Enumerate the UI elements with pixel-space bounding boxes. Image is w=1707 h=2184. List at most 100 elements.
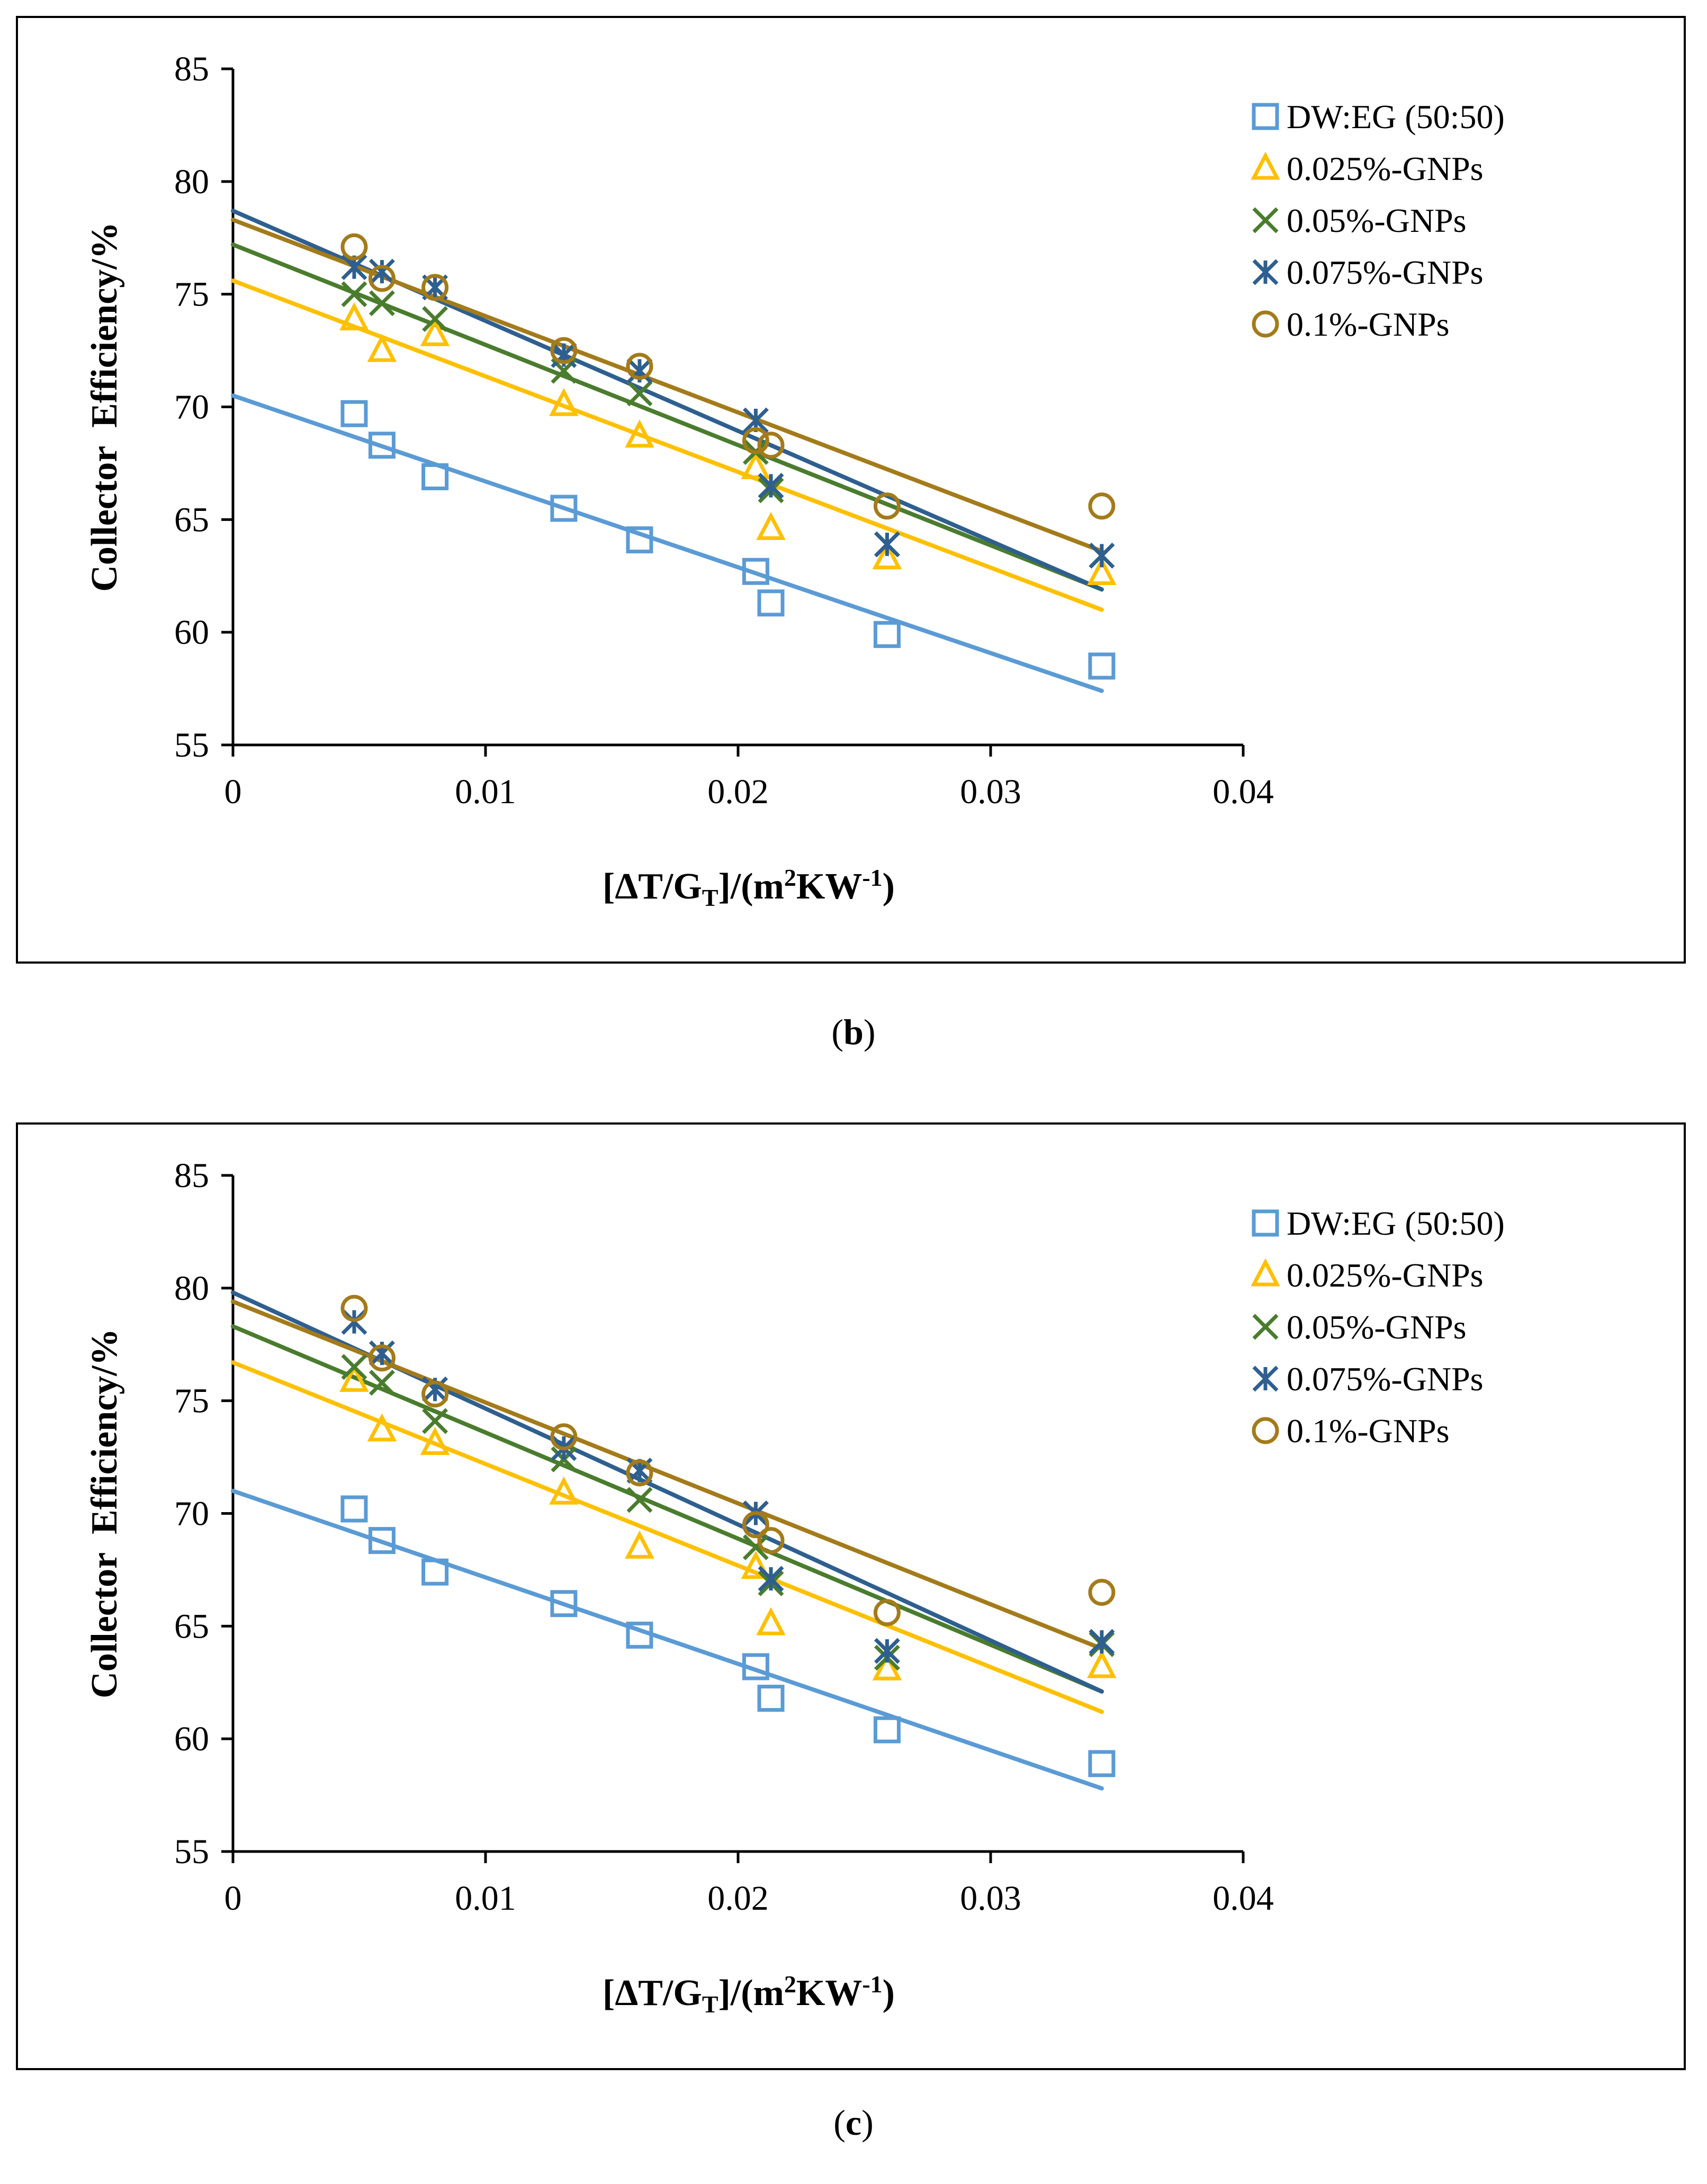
x-axis-title-part: T (702, 884, 718, 911)
series-points-2 (339, 302, 1117, 585)
x-tick-label: 0.01 (455, 1879, 516, 1918)
y-tick-label: 65 (174, 1607, 209, 1646)
data-point (422, 1408, 448, 1434)
x-tick-label: 0 (224, 772, 242, 811)
legend-item: 0.1%-GNPs (1252, 1412, 1450, 1450)
legend: DW:EG (50:50) 0.025%-GNPs 0.05%-GNPs 0.075%… (1251, 98, 1505, 343)
legend-marker (1252, 1209, 1279, 1237)
legend-label: 0.05%-GNPs (1287, 202, 1467, 239)
chart-frame (16, 16, 1686, 964)
data-point (341, 1309, 367, 1335)
x-axis-title-part: [ΔT/G (603, 1973, 702, 2014)
data-point (369, 258, 395, 285)
y-tick-label: 85 (174, 50, 209, 88)
x-axis-title-part: -1 (862, 864, 882, 891)
trend-line (231, 278, 1104, 612)
x-axis-title-part: KW (796, 1973, 862, 2014)
data-point (626, 353, 653, 380)
data-point (742, 427, 769, 454)
data-point (340, 233, 368, 260)
data-point (873, 492, 901, 520)
x-axis-title-part: ) (883, 866, 895, 907)
data-point (757, 1685, 785, 1712)
chart-plot-b: 55 60 65 70 75 80 85 0 0.01 0.02 0.03 0.04 Collector… (84, 50, 1505, 911)
data-point (369, 1370, 395, 1396)
series-1 (231, 393, 1104, 693)
panel-caption-c: (c) (833, 2102, 874, 2143)
data-point (742, 1534, 769, 1560)
legend-marker (1252, 1365, 1279, 1392)
series-5 (231, 1299, 1104, 1651)
series-2 (231, 278, 1104, 612)
y-tick-label: 80 (174, 163, 209, 201)
trend-line (231, 1360, 1104, 1714)
data-point (421, 1380, 449, 1408)
data-point (420, 318, 450, 346)
legend-item: 0.025%-GNPs (1251, 1256, 1484, 1294)
series-points-2 (339, 1363, 1117, 1680)
y-tick-label: 60 (174, 1720, 209, 1758)
legend-item: DW:EG (50:50) (1252, 98, 1505, 136)
data-point (340, 1295, 368, 1322)
data-point (368, 1344, 396, 1372)
x-axis-title: [ΔT/GT]/(m2KW-1) (603, 1971, 895, 2018)
series-points-1 (340, 1495, 1116, 1777)
data-point (1087, 1650, 1117, 1678)
trend-line (231, 218, 1104, 553)
legend-marker (1251, 1258, 1280, 1287)
data-point (421, 274, 449, 301)
data-point (625, 1530, 654, 1559)
data-point (368, 432, 396, 459)
y-tick-label: 75 (174, 275, 209, 314)
y-tick-label: 75 (174, 1382, 209, 1421)
legend-label: 0.025%-GNPs (1287, 150, 1484, 187)
legend-item: 0.05%-GNPs (1252, 202, 1467, 239)
data-point (1088, 652, 1116, 680)
data-point (341, 1354, 367, 1380)
data-point (757, 589, 785, 617)
y-tick-label: 65 (174, 500, 209, 539)
data-point (368, 1527, 396, 1554)
chart-panel-c: 55 60 65 70 75 80 85 0 0.01 0.02 0.03 0.04 Collector… (0, 1107, 1707, 2184)
legend-label: DW:EG (50:50) (1287, 98, 1505, 136)
y-tick-label: 85 (174, 1156, 209, 1195)
data-point (741, 451, 771, 479)
legend-marker (1252, 1314, 1279, 1340)
x-axis-title-part: -1 (862, 1971, 882, 1998)
data-point (742, 1511, 769, 1539)
data-point (626, 526, 653, 554)
series-5 (231, 218, 1104, 553)
trend-line (231, 1488, 1104, 1791)
data-point (758, 473, 784, 499)
x-axis-title-part: 2 (784, 1971, 796, 1998)
data-point (339, 1363, 369, 1392)
trend-line (231, 393, 1104, 693)
data-point (757, 432, 785, 459)
data-point (340, 400, 368, 427)
data-point (874, 531, 900, 558)
x-axis-title-part: 2 (784, 864, 796, 891)
chart-panel-b: 55 60 65 70 75 80 85 0 0.01 0.02 0.03 0.04 Collector… (0, 0, 1707, 1022)
data-point (1088, 492, 1116, 520)
x-tick-label: 0.01 (455, 772, 516, 811)
x-axis-title-part: ]/(m (718, 1973, 784, 2014)
legend-item: 0.075%-GNPs (1252, 1360, 1484, 1398)
x-tick-label: 0.02 (707, 772, 769, 811)
x-axis-title-part: ) (883, 1973, 895, 2014)
legend-item: DW:EG (50:50) (1252, 1205, 1505, 1242)
data-point (421, 463, 449, 490)
axes: 55 60 65 70 75 80 85 0 0.01 0.02 0.03 0.04 (174, 1156, 1274, 1918)
data-point (756, 1607, 786, 1635)
legend-label: 0.025%-GNPs (1287, 1256, 1484, 1294)
panel-caption-b: (b) (831, 1012, 876, 1052)
y-tick-label: 70 (174, 388, 209, 427)
legend-label: DW:EG (50:50) (1287, 1205, 1505, 1242)
legend-item: 0.05%-GNPs (1252, 1308, 1467, 1346)
y-axis-title: Collector Efficiency/% (84, 222, 125, 592)
data-point (626, 1459, 653, 1487)
legend-marker (1251, 151, 1280, 180)
data-point (1088, 1578, 1116, 1606)
data-point (422, 306, 448, 332)
series-3 (231, 242, 1104, 592)
series-points-3 (341, 1354, 1115, 1671)
